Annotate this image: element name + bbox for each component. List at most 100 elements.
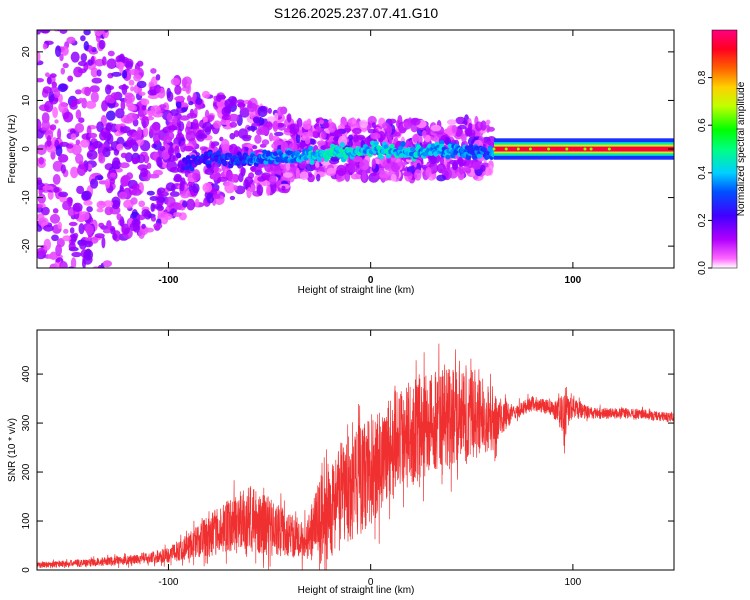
heatmap-cell	[239, 106, 245, 111]
heatmap-cell	[153, 222, 163, 230]
heatmap-cell	[436, 174, 446, 182]
x-tick-label: -100	[158, 275, 178, 286]
heatmap-cell	[583, 147, 587, 151]
snr-xlabel: Height of straight line (km)	[298, 585, 415, 596]
heatmap-cell	[70, 166, 79, 179]
heatmap-cell	[410, 117, 421, 126]
heatmap-cell	[458, 159, 467, 166]
heatmap-cell	[87, 59, 93, 66]
heatmap-cell	[260, 180, 271, 187]
heatmap-cell	[221, 106, 231, 117]
heatmap-cell	[386, 124, 393, 136]
heatmap-cell	[425, 166, 432, 178]
heatmap-cell	[57, 154, 69, 163]
heatmap-cell	[77, 60, 88, 67]
heatmap-cell	[77, 20, 85, 30]
heatmap-cell	[150, 68, 157, 74]
heatmap-cell	[149, 196, 159, 201]
heatmap-cell	[216, 150, 222, 156]
heatmap-cell	[261, 139, 270, 146]
heatmap-cell	[62, 235, 72, 242]
heatmap-cell	[480, 120, 487, 131]
heatmap-cell	[59, 30, 68, 34]
heatmap-cell	[336, 164, 347, 177]
heatmap-cell	[125, 61, 133, 70]
heatmap-cell	[451, 124, 458, 134]
heatmap-cell	[80, 53, 88, 63]
heatmap-cell	[169, 191, 180, 197]
heatmap-cell	[86, 206, 93, 213]
heatmap-cell	[266, 116, 277, 123]
heatmap-cell	[69, 227, 75, 234]
heatmap-cell	[166, 87, 171, 99]
heatmap-cell	[101, 236, 106, 249]
heatmap-cell	[55, 145, 63, 157]
heatmap-cell	[485, 124, 491, 133]
heatmap-cell	[105, 110, 116, 121]
heatmap-cell	[159, 146, 166, 152]
heatmap-cell	[156, 195, 164, 208]
heatmap-cell	[120, 175, 129, 187]
heatmap-cell	[165, 182, 176, 192]
heatmap-cell	[37, 129, 44, 139]
heatmap-cell	[485, 119, 491, 125]
heatmap-cell	[78, 223, 85, 235]
heatmap-cell	[172, 202, 183, 210]
heatmap-cell	[81, 190, 92, 200]
heatmap-cell	[38, 156, 44, 165]
heatmap-cell	[383, 144, 389, 150]
heatmap-cell	[85, 224, 94, 235]
heatmap-cell	[166, 112, 173, 123]
heatmap-cell	[53, 88, 60, 99]
heatmap-cell	[476, 153, 483, 159]
heatmap-cell	[361, 170, 367, 182]
heatmap-cell	[163, 136, 173, 144]
heatmap-cell	[390, 174, 397, 182]
heatmap-cell	[123, 116, 134, 124]
heatmap-cell	[322, 122, 330, 129]
heatmap-cell	[244, 176, 254, 186]
heatmap-cell	[195, 97, 203, 105]
heatmap-cell	[68, 221, 78, 227]
heatmap-cell	[480, 164, 486, 172]
heatmap-cell	[77, 164, 87, 177]
heatmap-cell	[528, 147, 532, 151]
heatmap-cell	[272, 140, 284, 146]
heatmap-cell	[121, 126, 131, 134]
heatmap-cell	[67, 75, 74, 82]
heatmap-cell	[175, 95, 185, 102]
heatmap-cell	[309, 160, 315, 166]
heatmap-cell	[94, 233, 105, 239]
heatmap-cell	[98, 152, 104, 162]
heatmap-cell	[113, 148, 120, 156]
heatmap-cell	[185, 82, 192, 95]
heatmap-cell	[179, 115, 190, 121]
heatmap-cell	[269, 173, 277, 185]
heatmap-cell	[116, 61, 125, 70]
heatmap-cell	[81, 23, 85, 30]
heatmap-cell	[244, 146, 249, 152]
heatmap-cell	[446, 119, 457, 125]
heatmap-cell	[174, 85, 182, 95]
heatmap-cell	[37, 179, 43, 186]
heatmap-cell	[253, 162, 259, 167]
x-tick-label: -100	[158, 577, 178, 588]
heatmap-cell	[97, 264, 103, 268]
heatmap-cell	[109, 227, 116, 235]
heatmap-cell	[397, 161, 407, 167]
spectrogram-heatmap	[37, 20, 674, 268]
heatmap-cell	[373, 140, 379, 146]
heatmap-cell	[126, 172, 134, 180]
heatmap-cell	[203, 155, 210, 161]
y-tick-label: 100	[21, 512, 32, 529]
heatmap-cell	[96, 69, 102, 77]
heatmap-cell	[130, 197, 138, 205]
heatmap-cell	[179, 102, 188, 108]
heatmap-cell	[157, 187, 166, 194]
heatmap-cell	[107, 97, 116, 104]
heatmap-cell	[41, 119, 50, 131]
heatmap-cell	[410, 146, 416, 152]
heatmap-cell	[246, 186, 252, 199]
heatmap-cell	[173, 175, 183, 183]
heatmap-cell	[192, 183, 200, 194]
